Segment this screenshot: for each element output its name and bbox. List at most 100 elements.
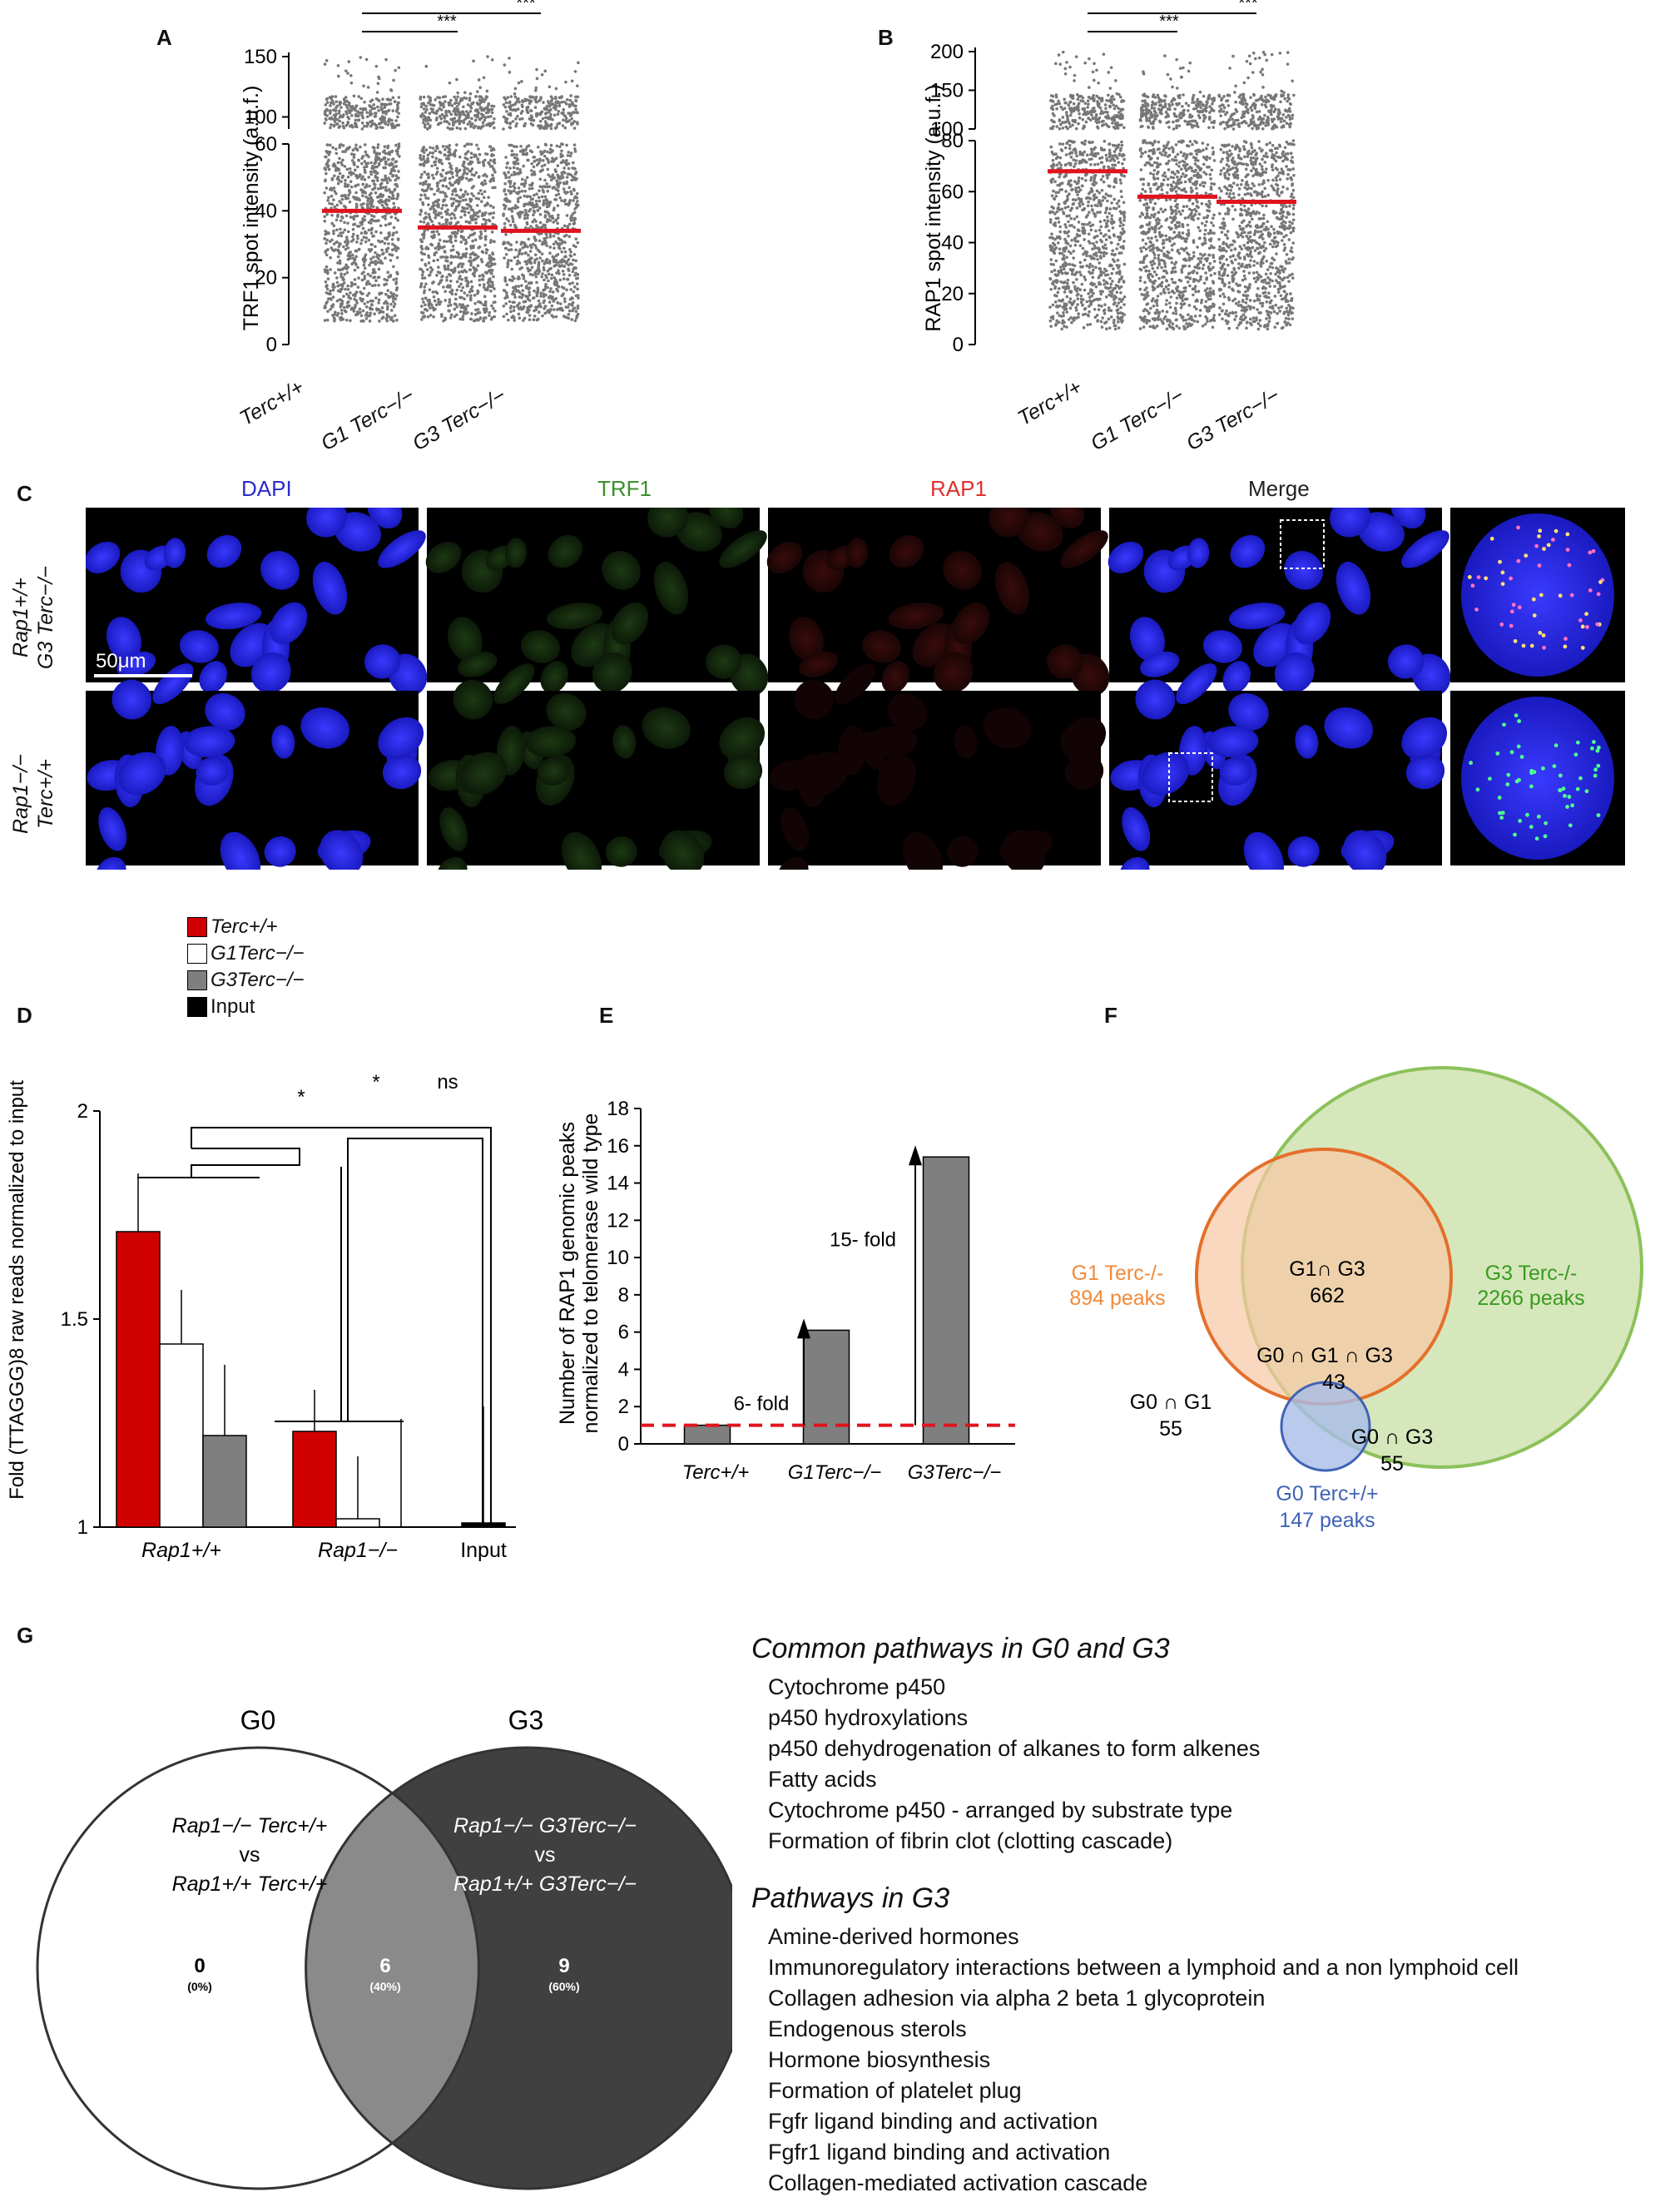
panel-c-row2-label: Rap1−/− Terc+/+ <box>8 759 67 809</box>
telomere-spot <box>1538 528 1542 533</box>
venn-g0g1g3-count: 43 <box>1322 1371 1345 1394</box>
bar <box>336 1519 379 1527</box>
dot-cloud <box>419 55 496 322</box>
telomere-spot <box>1593 767 1598 771</box>
panel-c-letter: C <box>17 481 32 507</box>
bar <box>203 1436 246 1527</box>
telomere-spot <box>1498 796 1502 800</box>
common-pathway-item: Fatty acids <box>768 1764 1260 1795</box>
panel-f-venn: G1 Terc-/- 894 peaks G3 Terc-/- 2266 pea… <box>1040 1049 1664 1565</box>
telomere-spot <box>1597 813 1601 817</box>
telomere-spot <box>1576 741 1580 745</box>
bar <box>924 1157 969 1444</box>
telomere-spot <box>1551 538 1555 542</box>
y-tick-label: 0 <box>266 334 277 356</box>
common-pathways: Common pathways in G0 and G3 Cytochrome … <box>751 1633 1260 1857</box>
telomere-spot <box>1468 575 1472 579</box>
telomere-spot <box>1513 833 1517 837</box>
telomere-spot <box>1509 577 1513 581</box>
common-pathway-item: p450 hydroxylations <box>768 1703 1260 1733</box>
panel-b-letter: B <box>878 25 894 51</box>
y-tick-label: 6 <box>618 1322 629 1344</box>
telomere-spot <box>1581 646 1585 650</box>
g3-pathways-list: Amine-derived hormones Immunoregulatory i… <box>768 1922 1519 2199</box>
venn-g1g3-label: G1∩ G3 <box>1289 1257 1365 1281</box>
telomere-spot <box>1529 825 1534 829</box>
x-category-label: Terc+/+ <box>682 1461 750 1484</box>
dot-cloud <box>1138 54 1216 330</box>
telomere-spot <box>1529 785 1534 789</box>
telomere-spot <box>1500 571 1504 575</box>
zoom-inset <box>1450 691 1625 865</box>
telomere-spot <box>1592 740 1596 744</box>
micro-panel <box>761 508 1117 703</box>
telomere-spot <box>1598 580 1603 584</box>
y-tick-label: 18 <box>607 1098 629 1120</box>
telomere-spot <box>1576 787 1580 791</box>
telomere-spot <box>1488 776 1492 781</box>
telomere-spot <box>1596 764 1600 768</box>
telomere-spot <box>1541 766 1545 771</box>
telomere-spot <box>1535 836 1539 841</box>
telomere-spot <box>1495 751 1499 756</box>
telomere-spot <box>1558 788 1562 792</box>
row1-line1: Rap1+/+ <box>8 534 33 701</box>
telomere-spot <box>1517 745 1521 749</box>
panel-a-ylabel: TRF1 spot intensity (a.u.f.) <box>240 86 263 331</box>
x-category-label: Rap1+/+ <box>141 1539 221 1562</box>
panel-a-letter: A <box>156 25 172 51</box>
venn-g0g3-count: 55 <box>1380 1452 1404 1475</box>
telomere-spot <box>1544 834 1548 838</box>
row2-line2: Terc+/+ <box>33 711 58 877</box>
telomere-spot <box>1563 794 1567 798</box>
y-tick-label: 2 <box>77 1100 88 1123</box>
row2-line1: Rap1−/− <box>8 711 33 877</box>
telomere-spot <box>1477 575 1481 579</box>
panel-d-letter: D <box>17 1003 32 1029</box>
only-g3-count: 9 <box>558 1955 569 1977</box>
common-pathway-item: Cytochrome p450 - arranged by substrate … <box>768 1795 1260 1826</box>
panel-e-chart: 024681012141618Terc+/+ G1Terc−/− G3Terc−/−… <box>549 1082 1048 1581</box>
telomere-spot <box>1595 622 1599 627</box>
micro-panel <box>419 508 776 703</box>
telomere-spot <box>1584 612 1588 616</box>
both-pct: (40%) <box>369 1980 400 1993</box>
telomere-spot <box>1502 722 1506 727</box>
venn-g0g1g3-label: G0 ∩ G1 ∩ G3 <box>1256 1344 1393 1367</box>
y-tick-label: 16 <box>607 1135 629 1158</box>
common-pathway-item: p450 dehydrogenation of alkanes to form … <box>768 1733 1260 1764</box>
g3-compare-1: Rap1−/− G3Terc−/− <box>453 1814 637 1838</box>
sig-bracket <box>348 1138 483 1523</box>
fold-annotation: 15- fold <box>830 1229 896 1252</box>
panel-g-venn: G0 G3 Rap1−/− Terc+/+ vs Rap1+/+ Terc+/+… <box>0 1689 732 2212</box>
scale-bar <box>94 674 192 677</box>
telomere-spot <box>1565 533 1569 537</box>
telomere-spot <box>1470 583 1474 588</box>
row1-line2: G3 Terc−/− <box>33 534 58 701</box>
panel-g-letter: G <box>17 1623 33 1649</box>
legend-item-terc: Terc+/+ <box>187 914 305 940</box>
dot-cloud <box>1048 51 1126 330</box>
telomere-spot <box>1566 548 1570 552</box>
telomere-spot <box>1514 639 1518 643</box>
telomere-spot <box>1578 618 1583 622</box>
only-g0-pct: (0%) <box>187 1980 212 1993</box>
legend-label-g1: G1Terc−/− <box>211 942 305 965</box>
g3-pathway-item: Endogenous sterols <box>768 2014 1519 2045</box>
common-pathways-title: Common pathways in G0 and G3 <box>751 1633 1260 1665</box>
y-tick-label: 0 <box>953 334 964 356</box>
panel-e-ylabel-2: normalized to telomerase wild type <box>579 1113 602 1434</box>
telomere-spot <box>1538 631 1542 635</box>
y-tick-label: 150 <box>244 46 277 68</box>
venn-g1g3-count: 662 <box>1310 1284 1345 1307</box>
telomere-spot <box>1517 778 1521 782</box>
micro-panel <box>86 508 434 703</box>
telomere-spot <box>1537 534 1541 538</box>
x-category-label: G3Terc−/− <box>908 1461 1002 1484</box>
telomere-spot <box>1570 803 1574 807</box>
g0-compare-1: Rap1−/− Terc+/+ <box>172 1814 328 1838</box>
venn-g3-label: G3 Terc-/- <box>1485 1262 1578 1285</box>
telomere-spot <box>1516 559 1520 563</box>
telomere-spot <box>1506 773 1510 777</box>
panel-d-sig-ns: ns <box>437 1071 458 1094</box>
